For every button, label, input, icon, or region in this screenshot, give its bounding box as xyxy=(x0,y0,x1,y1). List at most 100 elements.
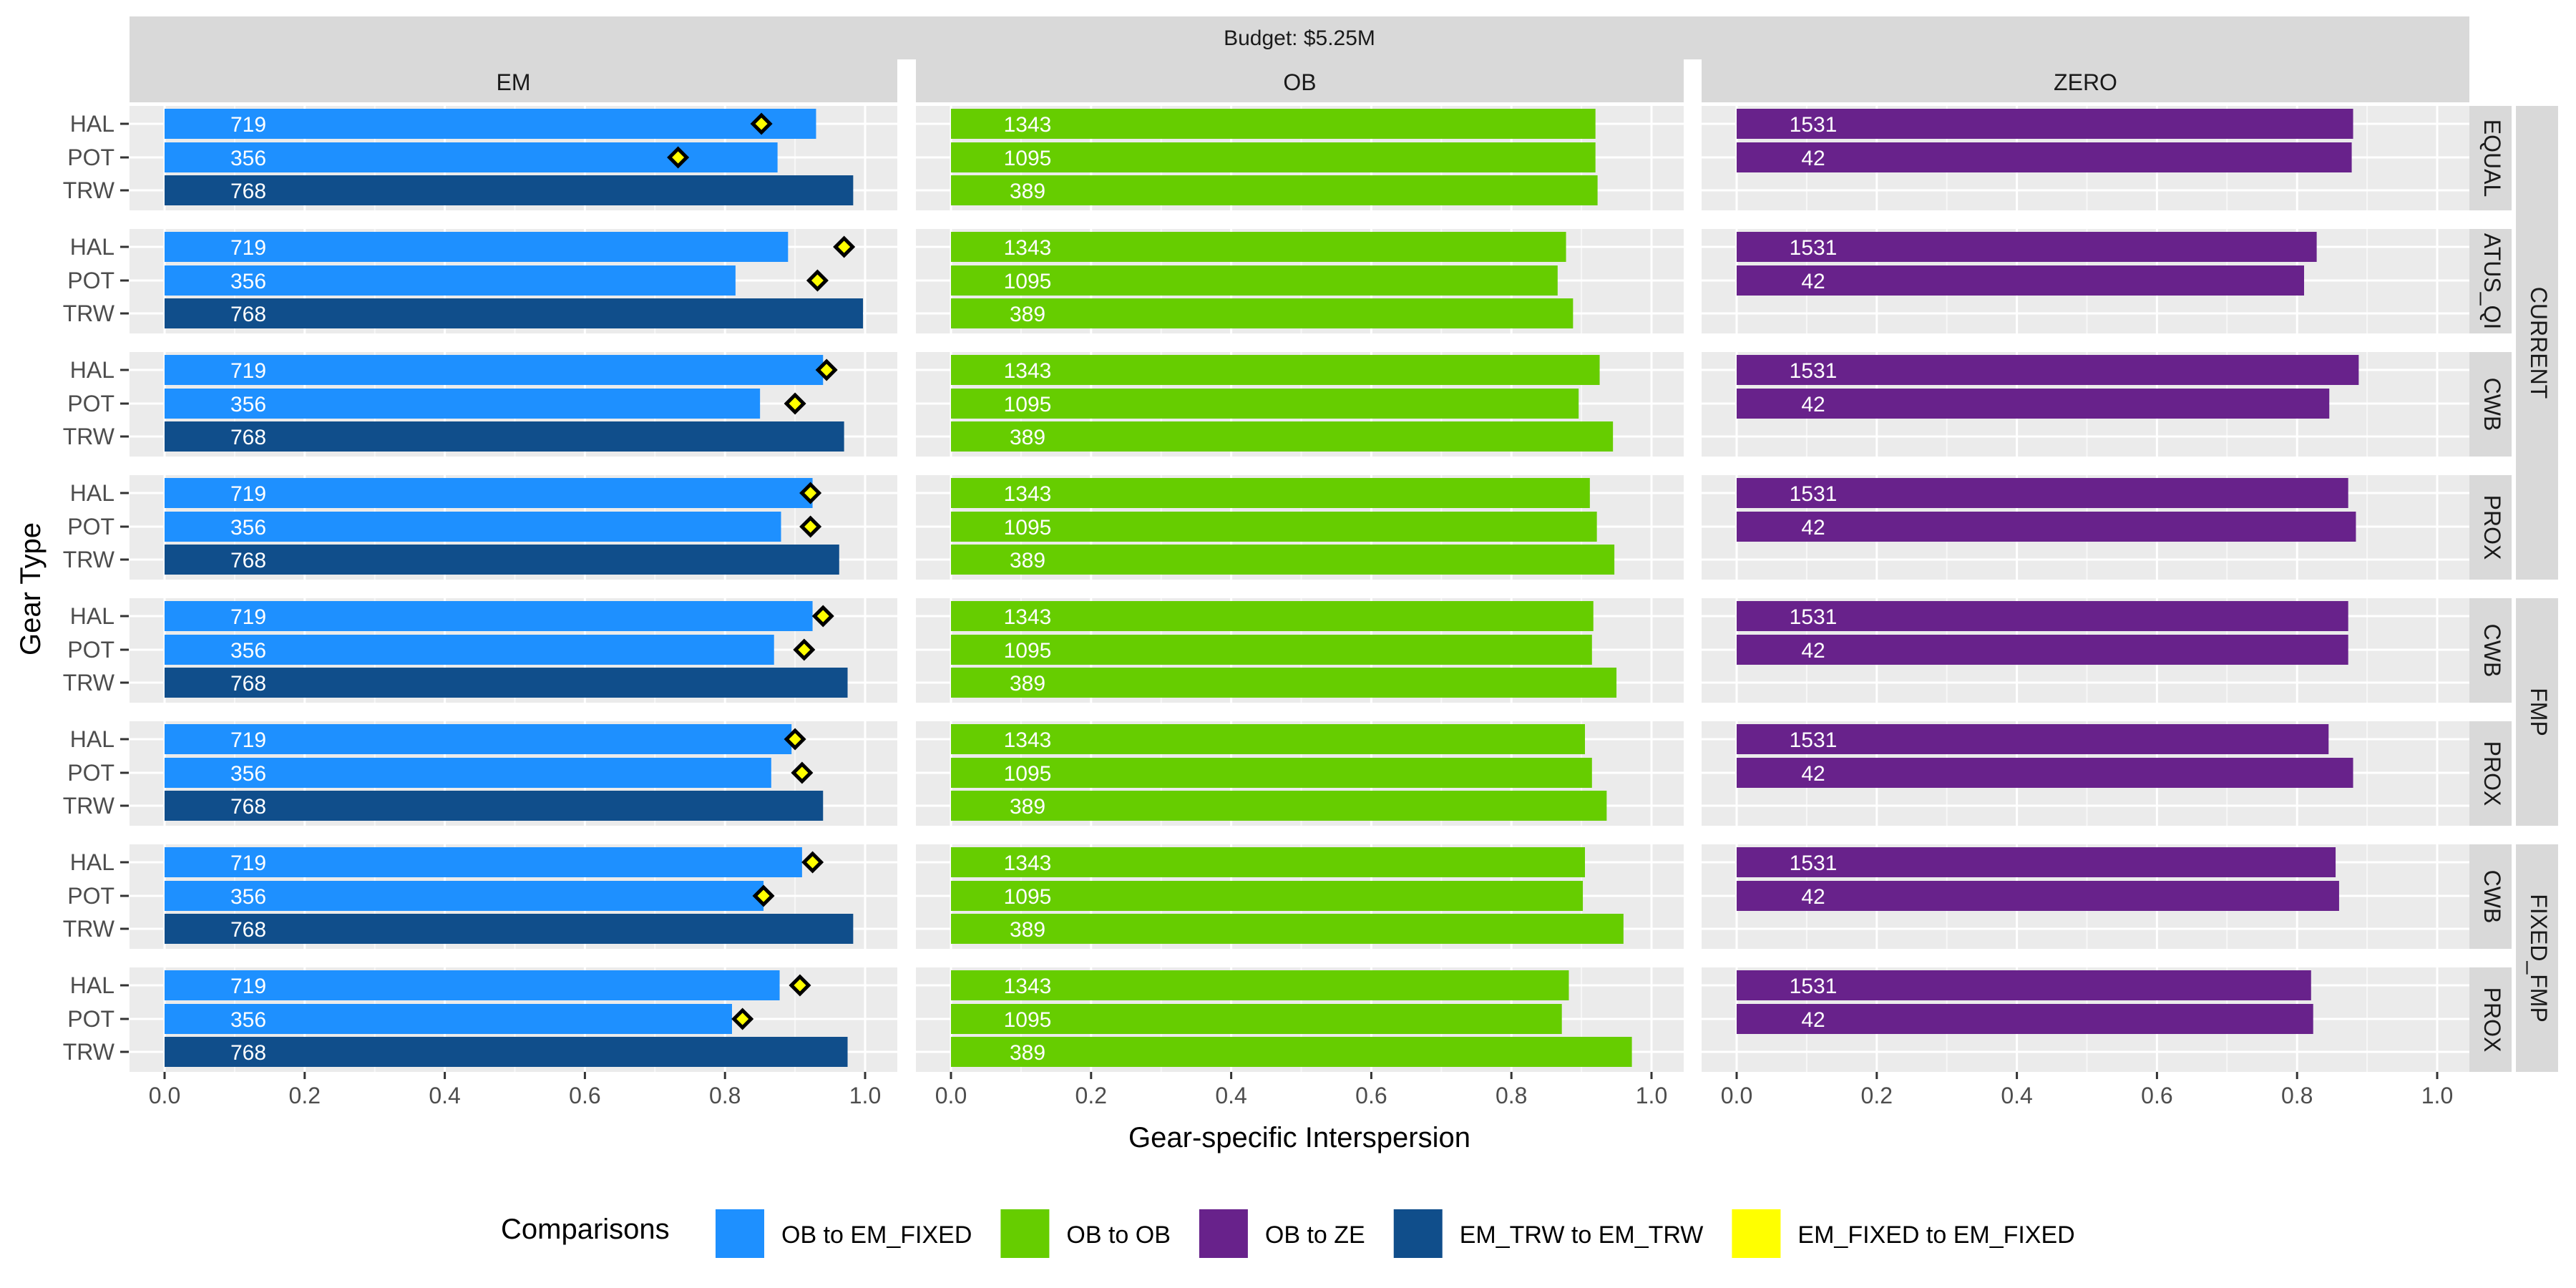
bar-label: 1531 xyxy=(1790,852,1838,875)
bar-label: 1095 xyxy=(1004,762,1052,786)
bar-label: 719 xyxy=(230,113,266,137)
bar-label: 356 xyxy=(230,516,266,540)
bar xyxy=(165,545,839,575)
bar xyxy=(951,758,1592,788)
bar xyxy=(1737,881,2339,911)
bar-label: 42 xyxy=(1801,270,1825,293)
x-tick-label: 0.8 xyxy=(2281,1083,2313,1108)
em-fixed-point xyxy=(793,638,816,661)
bar xyxy=(165,1004,732,1034)
bar-label: 1531 xyxy=(1790,113,1838,137)
bar-label: 389 xyxy=(1010,426,1045,449)
row-strip-label: CWB xyxy=(2479,624,2505,678)
x-tick-label: 0.6 xyxy=(569,1083,600,1108)
bar-label: 719 xyxy=(230,236,266,260)
bar xyxy=(165,421,844,452)
bar-label: 356 xyxy=(230,1008,266,1032)
em-fixed-point xyxy=(731,1008,754,1030)
y-tick-label: HAL xyxy=(70,603,114,629)
row-group-label: FMP xyxy=(2526,688,2552,736)
bar-label: 1095 xyxy=(1004,270,1052,293)
bar xyxy=(165,914,854,944)
bar xyxy=(165,355,824,385)
x-tick-label: 0.4 xyxy=(429,1083,460,1108)
x-tick-label: 0.8 xyxy=(1496,1083,1527,1108)
em-fixed-point xyxy=(784,728,806,751)
y-tick-label: TRW xyxy=(63,547,115,572)
y-tick-label: TRW xyxy=(63,916,115,942)
bar xyxy=(1737,109,2353,139)
bar xyxy=(165,724,792,754)
em-fixed-point xyxy=(811,605,834,628)
legend: Comparisons OB to EM_FIXED OB to OB OB to … xyxy=(501,1209,2075,1258)
bar xyxy=(951,265,1558,296)
bar xyxy=(165,175,854,205)
bar xyxy=(165,881,764,911)
bar-label: 1531 xyxy=(1790,482,1838,506)
bar xyxy=(951,847,1585,877)
bar-label: 768 xyxy=(230,672,266,696)
bar-label: 1095 xyxy=(1004,885,1052,909)
legend-title: Comparisons xyxy=(501,1214,670,1245)
x-tick-label: 1.0 xyxy=(2421,1083,2453,1108)
bar-label: 719 xyxy=(230,482,266,506)
y-tick-label: TRW xyxy=(63,1039,115,1065)
bar-label: 1343 xyxy=(1004,236,1052,260)
bar-label: 42 xyxy=(1801,1008,1825,1032)
bar-label: 42 xyxy=(1801,762,1825,786)
em-fixed-point xyxy=(815,358,838,381)
bar xyxy=(951,512,1597,542)
y-tick-label: HAL xyxy=(70,357,114,383)
bar xyxy=(165,635,774,665)
row-strip-label: EQUAL xyxy=(2479,119,2505,197)
bar xyxy=(951,970,1569,1000)
bar xyxy=(951,914,1624,944)
bar xyxy=(951,175,1598,205)
bar-label: 1343 xyxy=(1004,482,1052,506)
em-fixed-point xyxy=(784,392,806,415)
y-tick-label: TRW xyxy=(63,301,115,326)
bar xyxy=(1737,635,2348,665)
bar xyxy=(165,601,813,631)
x-tick-label: 0.6 xyxy=(1355,1083,1387,1108)
bar-label: 389 xyxy=(1010,672,1045,696)
x-tick-label: 1.0 xyxy=(849,1083,881,1108)
row-strip xyxy=(2469,229,2512,333)
bar xyxy=(1737,142,2352,172)
bar xyxy=(951,478,1590,508)
y-tick-label: POT xyxy=(67,760,114,786)
y-tick-label: POT xyxy=(67,145,114,170)
bar xyxy=(165,232,789,262)
bar xyxy=(951,601,1594,631)
bar xyxy=(951,635,1592,665)
bar-label: 389 xyxy=(1010,549,1045,572)
bar xyxy=(165,668,848,698)
em-fixed-point xyxy=(667,146,690,169)
bar xyxy=(1737,601,2348,631)
em-fixed-point xyxy=(791,761,814,784)
y-tick-label: POT xyxy=(67,268,114,293)
bar-label: 356 xyxy=(230,885,266,909)
bar xyxy=(1737,232,2317,262)
bar xyxy=(165,389,761,419)
bar xyxy=(165,847,802,877)
bar-label: 42 xyxy=(1801,639,1825,663)
bar xyxy=(951,355,1600,385)
row-strip-label: PROX xyxy=(2479,987,2505,1053)
bar xyxy=(165,970,780,1000)
row-strip-label: PROX xyxy=(2479,741,2505,806)
y-tick-label: TRW xyxy=(63,793,115,819)
row-strip-label: CWB xyxy=(2479,870,2505,924)
row-group-strip xyxy=(2516,106,2558,580)
bar xyxy=(951,881,1584,911)
row-strip xyxy=(2469,598,2512,703)
bar xyxy=(165,109,816,139)
bar xyxy=(1737,970,2311,1000)
legend-swatch xyxy=(1393,1209,1443,1258)
bar-label: 1343 xyxy=(1004,852,1052,875)
bar-label: 1343 xyxy=(1004,359,1052,383)
bar-label: 42 xyxy=(1801,885,1825,909)
bar xyxy=(951,142,1596,172)
bar-label: 1531 xyxy=(1790,236,1838,260)
bar-label: 768 xyxy=(230,795,266,819)
